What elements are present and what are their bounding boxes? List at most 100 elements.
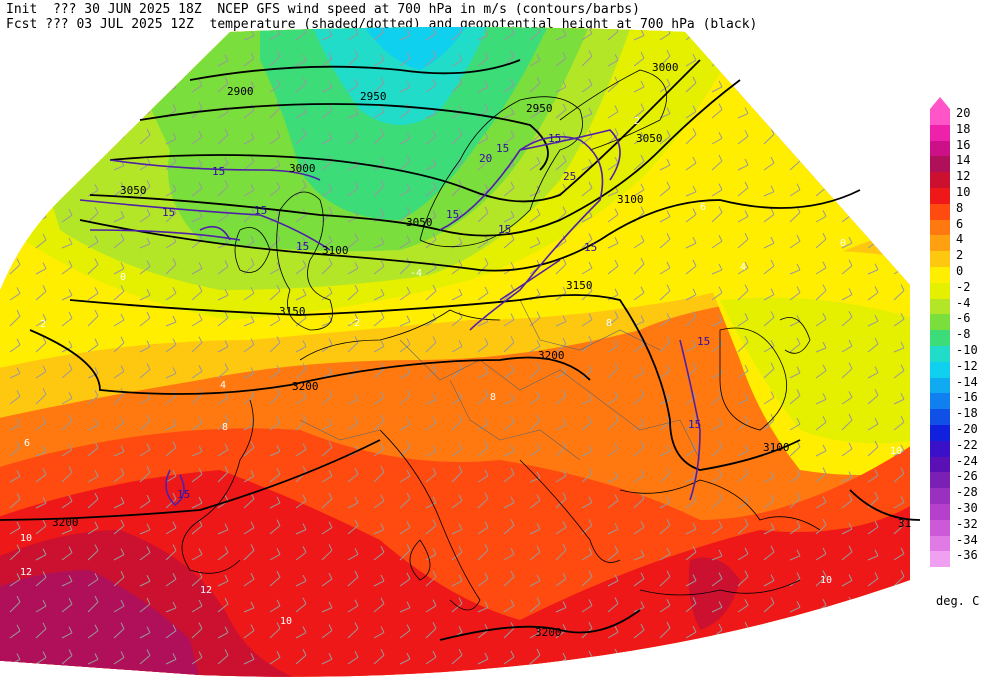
- wind-barb: [9, 418, 21, 431]
- wind-barb: [685, 648, 697, 665]
- wind-barb: [763, 522, 775, 535]
- wind-barb: [269, 496, 281, 509]
- wind-barb: [217, 523, 229, 535]
- wind-barb: [217, 466, 229, 483]
- wind-barb: [607, 414, 619, 431]
- temp-label: 0: [120, 272, 126, 283]
- wind-barb: [737, 27, 749, 41]
- wind-barb: [87, 441, 99, 457]
- wind-barb: [503, 130, 515, 145]
- wind-barb: [321, 29, 333, 41]
- wind-barb: [633, 80, 645, 93]
- wind-barb: [113, 416, 125, 431]
- wind-barb: [321, 132, 333, 145]
- wind-barb: [425, 159, 437, 171]
- wind-barb: [659, 547, 671, 561]
- wind-barb: [139, 128, 151, 145]
- wind-barb: [711, 469, 723, 483]
- colorbar-swatch: [930, 251, 950, 268]
- colorbar-label: -2: [956, 279, 971, 294]
- wind-barb: [61, 77, 73, 93]
- wind-barb: [841, 53, 853, 67]
- colorbar-label: 4: [956, 232, 964, 247]
- wind-barb: [9, 184, 21, 197]
- wind-barb: [659, 313, 671, 327]
- wind-barb: [373, 208, 385, 223]
- wind-barb: [9, 258, 21, 275]
- wind-label: 15: [584, 241, 597, 254]
- wind-barb: [9, 52, 21, 67]
- wind-barb: [607, 523, 619, 535]
- wind-barb: [503, 519, 515, 535]
- wind-barb: [503, 467, 515, 483]
- colorbar-label: -32: [956, 516, 978, 531]
- temp-label: 2: [634, 116, 640, 127]
- wind-barb: [269, 284, 281, 301]
- wind-barb: [659, 496, 671, 509]
- wind-barb: [269, 130, 281, 145]
- wind-barb: [789, 389, 801, 405]
- wind-barb: [581, 416, 593, 431]
- wind-barb: [61, 208, 73, 223]
- colorbar-swatch: [930, 440, 950, 457]
- wind-barb: [503, 78, 515, 93]
- wind-barb: [113, 79, 125, 93]
- wind-barb: [685, 288, 697, 301]
- wind-barb: [763, 259, 775, 275]
- wind-barb: [269, 651, 281, 665]
- wind-barb: [139, 77, 151, 93]
- wind-barb: [425, 336, 437, 353]
- wind-barb: [9, 104, 21, 119]
- wind-barb: [581, 621, 593, 639]
- wind-barb: [87, 418, 99, 431]
- wind-barb: [763, 156, 775, 171]
- wind-barb: [555, 154, 567, 171]
- wind-barb: [61, 597, 73, 613]
- wind-contours: [79, 129, 701, 507]
- wind-barb: [503, 599, 515, 613]
- wind-barb: [451, 340, 463, 353]
- wind-barb: [607, 362, 619, 379]
- wind-barb: [607, 259, 619, 275]
- wind-barb: [529, 648, 541, 665]
- wind-barb: [503, 107, 515, 119]
- wind-barb: [87, 81, 99, 93]
- wind-barb: [815, 284, 827, 301]
- wind-barb: [347, 313, 359, 327]
- wind-barb: [347, 416, 359, 431]
- wind-barb: [425, 364, 437, 379]
- wind-barb: [425, 393, 437, 405]
- wind-barb: [87, 653, 99, 665]
- wind-barb: [165, 492, 177, 509]
- wind-barb: [529, 237, 541, 249]
- wind-barb: [243, 338, 255, 353]
- height-label: 3050: [120, 184, 147, 197]
- wind-barb: [451, 465, 463, 483]
- wind-barb: [295, 128, 307, 145]
- height-label: 3100: [322, 244, 349, 257]
- temp-label: 6: [700, 202, 706, 213]
- wind-barb: [711, 286, 723, 301]
- wind-barb: [737, 158, 749, 171]
- wind-barb: [607, 54, 619, 67]
- wind-barb: [711, 263, 723, 275]
- wind-barb: [243, 572, 255, 587]
- wind-barb: [737, 650, 749, 665]
- wind-barb: [373, 288, 385, 301]
- wind-barb: [763, 545, 775, 561]
- wind-barb: [87, 132, 99, 145]
- wind-barb: [191, 313, 203, 327]
- wind-barb: [399, 601, 411, 613]
- wind-barb: [711, 234, 723, 249]
- temp-label: 12: [20, 567, 32, 578]
- wind-barb: [789, 366, 801, 379]
- wind-barb: [789, 315, 801, 327]
- wind-barb: [841, 574, 853, 587]
- wind-barb: [555, 52, 567, 67]
- colorbar-swatch: [930, 535, 950, 552]
- wind-barb: [35, 548, 47, 561]
- wind-barb: [685, 414, 697, 431]
- wind-barb: [9, 27, 21, 41]
- height-label: 3200: [52, 516, 79, 529]
- wind-barb: [321, 52, 333, 67]
